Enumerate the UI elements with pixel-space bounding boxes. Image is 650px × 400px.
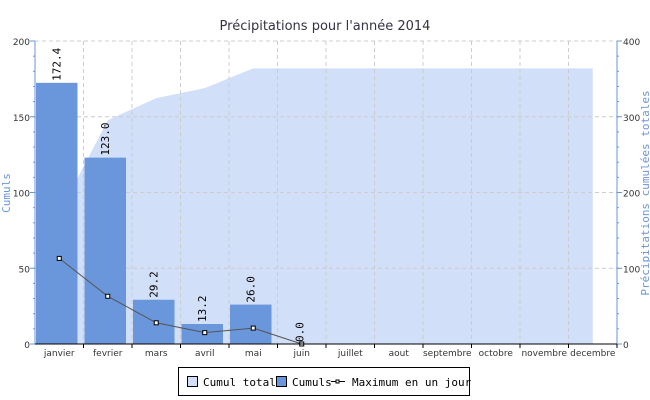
y2-tick-label: 100 — [623, 265, 640, 275]
legend-label-maximum: Maximum en un jour — [352, 376, 472, 389]
line-point — [56, 255, 62, 261]
x-tick-label: avril — [195, 349, 215, 359]
bar-value-label: 26.0 — [245, 276, 258, 303]
bar-value-label: 0.0 — [293, 322, 306, 342]
area-cumul-total — [59, 68, 593, 344]
y2-tick-label: 0 — [623, 341, 629, 351]
x-tick-label: novembre — [521, 349, 567, 359]
y-tick-label: 100 — [13, 190, 30, 200]
y2-tick-label: 400 — [623, 38, 640, 48]
y-axis-label: Cumuls — [0, 173, 13, 213]
bar-value-label: 29.2 — [148, 271, 161, 298]
x-tick-label: juillet — [337, 349, 363, 359]
x-tick-label: septembre — [423, 349, 472, 359]
legend-label-cumuls: Cumuls — [292, 376, 332, 389]
bar-janvier — [36, 82, 78, 345]
bar-value-label: 123.0 — [99, 123, 112, 156]
bar-value-label: 172.4 — [51, 47, 64, 80]
legend — [178, 367, 470, 396]
x-tick-label: juin — [293, 349, 310, 359]
y-tick-label: 0 — [24, 341, 30, 351]
line-point — [105, 293, 111, 299]
x-tick-label: janvier — [43, 349, 75, 359]
y2-tick-label: 200 — [623, 190, 640, 200]
y-tick-label: 200 — [13, 38, 30, 48]
line-maximum — [58, 258, 302, 345]
bar-value-label: 13.2 — [196, 296, 209, 323]
bar-mai — [230, 304, 272, 344]
y2-tick-label: 300 — [623, 114, 640, 124]
legend-swatch-cumuls — [276, 376, 287, 387]
y-tick-label: 50 — [19, 265, 31, 275]
line-point — [202, 330, 208, 336]
line-point — [153, 320, 159, 326]
line-point — [250, 325, 256, 331]
x-tick-label: fevrier — [93, 349, 123, 359]
x-tick-label: decembre — [570, 349, 616, 359]
x-tick-label: mars — [145, 349, 168, 359]
legend-swatch-cumul-total — [187, 376, 198, 387]
x-tick-label: mai — [245, 349, 262, 359]
legend-marker-maximum — [335, 379, 340, 384]
x-tick-label: aout — [389, 349, 410, 359]
y2-axis-label: Précipitations cumulées totales — [639, 90, 650, 295]
bar-fevrier — [84, 157, 126, 344]
y-tick-label: 150 — [13, 114, 30, 124]
chart-title: Précipitations pour l'année 2014 — [220, 19, 431, 34]
x-tick-label: octobre — [479, 349, 514, 359]
legend-label-cumul-total: Cumul total — [203, 376, 276, 389]
